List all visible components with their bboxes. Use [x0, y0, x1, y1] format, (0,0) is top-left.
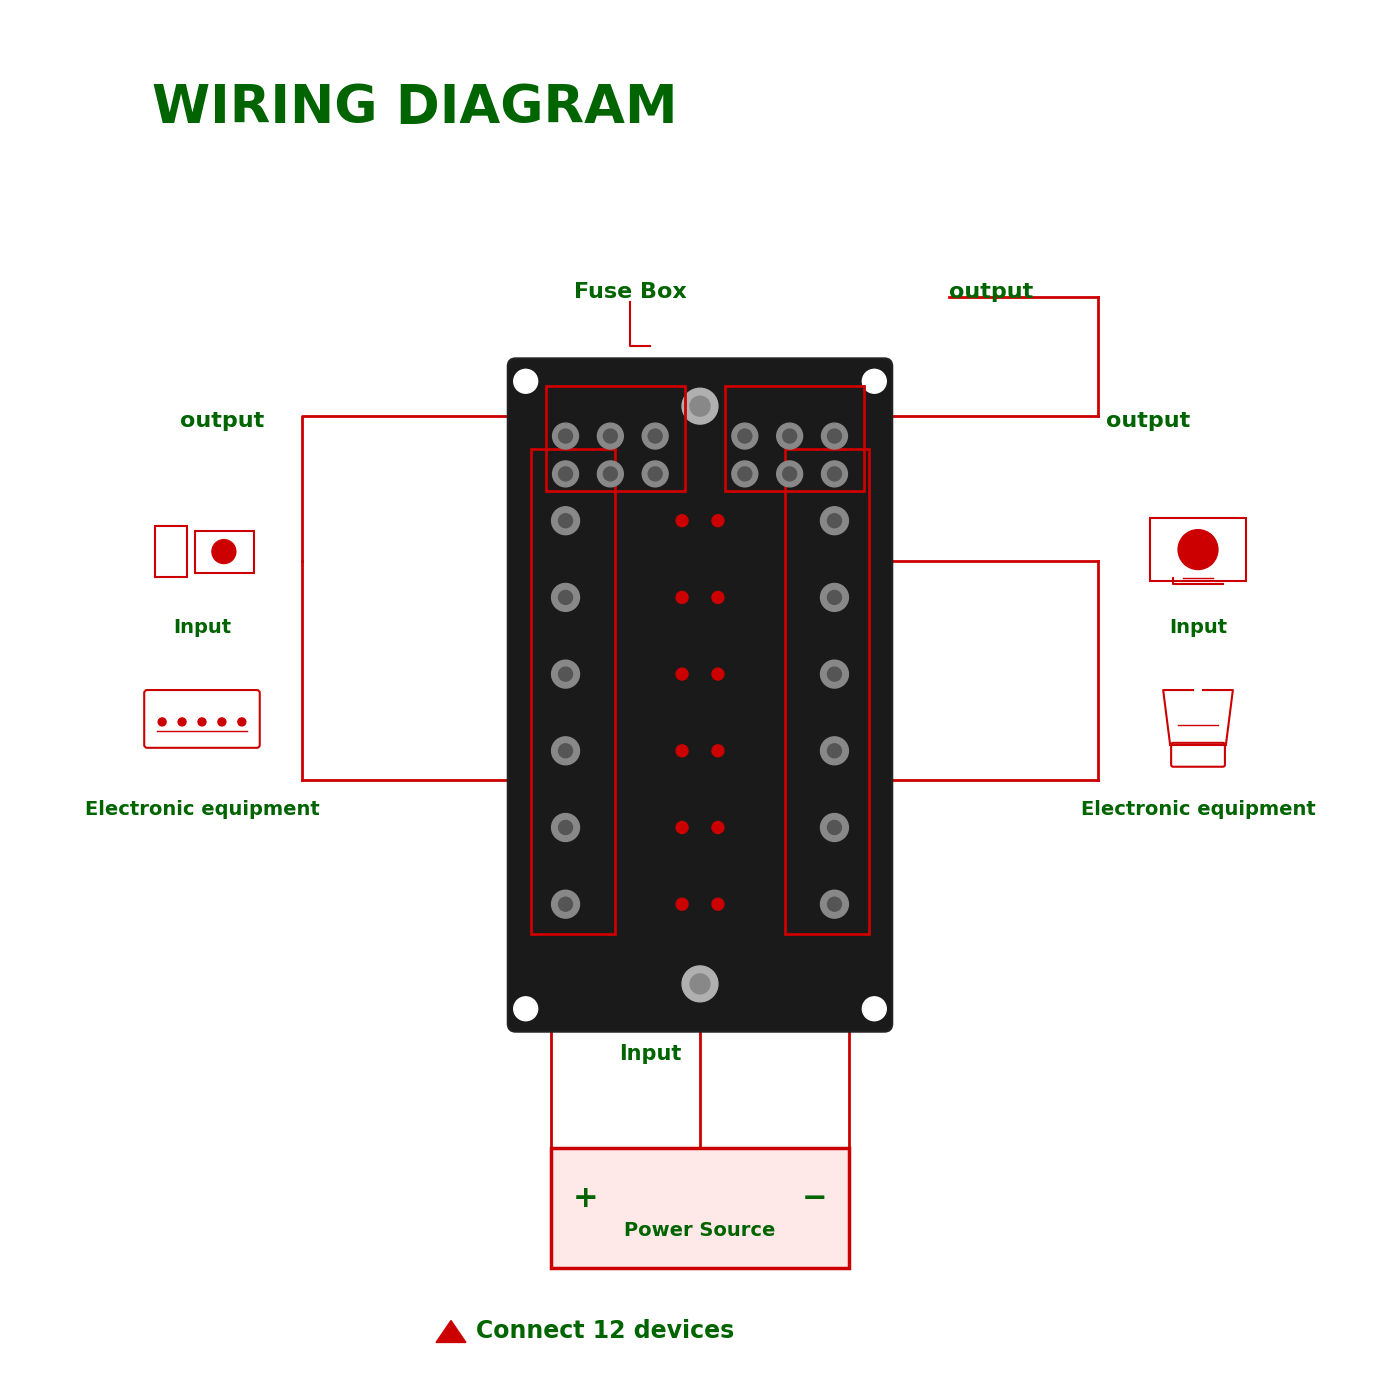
Circle shape — [820, 584, 848, 612]
Circle shape — [514, 370, 538, 393]
Circle shape — [559, 428, 573, 442]
Circle shape — [713, 515, 724, 526]
Text: Input: Input — [619, 1043, 682, 1064]
Circle shape — [820, 813, 848, 841]
Circle shape — [559, 668, 573, 680]
Circle shape — [603, 468, 617, 480]
Circle shape — [158, 718, 167, 725]
Circle shape — [713, 899, 724, 910]
Circle shape — [827, 591, 841, 605]
Text: output: output — [1106, 412, 1190, 431]
Circle shape — [178, 718, 186, 725]
Circle shape — [713, 591, 724, 603]
Circle shape — [783, 428, 797, 442]
Text: Input: Input — [1169, 619, 1226, 637]
Circle shape — [827, 428, 841, 442]
Circle shape — [648, 428, 662, 442]
Circle shape — [238, 718, 246, 725]
Circle shape — [598, 461, 623, 487]
Text: output: output — [179, 412, 265, 431]
Circle shape — [682, 966, 718, 1002]
Circle shape — [559, 897, 573, 911]
Circle shape — [676, 591, 687, 603]
Polygon shape — [435, 1320, 466, 1343]
Circle shape — [827, 743, 841, 757]
Circle shape — [603, 428, 617, 442]
Text: Electronic equipment: Electronic equipment — [1081, 799, 1316, 819]
Text: Electronic equipment: Electronic equipment — [84, 799, 319, 819]
Circle shape — [777, 461, 802, 487]
Circle shape — [827, 514, 841, 528]
Circle shape — [738, 428, 752, 442]
Circle shape — [552, 736, 580, 764]
Circle shape — [820, 661, 848, 687]
FancyBboxPatch shape — [508, 358, 892, 1032]
Circle shape — [713, 745, 724, 757]
Circle shape — [676, 745, 687, 757]
Circle shape — [732, 461, 757, 487]
Circle shape — [552, 890, 580, 918]
Circle shape — [197, 718, 206, 725]
Circle shape — [820, 736, 848, 764]
Circle shape — [690, 396, 710, 416]
Text: output: output — [949, 281, 1033, 301]
Circle shape — [552, 813, 580, 841]
Circle shape — [820, 890, 848, 918]
Circle shape — [676, 515, 687, 526]
Circle shape — [218, 718, 225, 725]
Circle shape — [732, 423, 757, 449]
Circle shape — [552, 661, 580, 687]
Circle shape — [777, 423, 802, 449]
Circle shape — [822, 461, 847, 487]
Text: Connect 12 devices: Connect 12 devices — [476, 1319, 734, 1344]
Text: WIRING DIAGRAM: WIRING DIAGRAM — [153, 83, 678, 134]
Circle shape — [738, 468, 752, 480]
Circle shape — [676, 899, 687, 910]
Circle shape — [514, 997, 538, 1021]
Circle shape — [559, 591, 573, 605]
Circle shape — [559, 820, 573, 834]
Circle shape — [552, 507, 580, 535]
Text: −: − — [802, 1183, 827, 1212]
Text: Fuse Box: Fuse Box — [574, 281, 686, 301]
Circle shape — [827, 897, 841, 911]
Text: Power Source: Power Source — [624, 1221, 776, 1240]
Circle shape — [211, 539, 235, 564]
Circle shape — [713, 668, 724, 680]
Circle shape — [553, 423, 578, 449]
Circle shape — [783, 468, 797, 480]
Circle shape — [827, 820, 841, 834]
Circle shape — [559, 514, 573, 528]
Circle shape — [643, 423, 668, 449]
FancyBboxPatch shape — [550, 1148, 850, 1268]
Circle shape — [676, 668, 687, 680]
Circle shape — [553, 461, 578, 487]
Circle shape — [682, 388, 718, 424]
Circle shape — [822, 423, 847, 449]
Circle shape — [643, 461, 668, 487]
Circle shape — [559, 468, 573, 480]
Circle shape — [690, 974, 710, 994]
Circle shape — [552, 584, 580, 612]
Circle shape — [648, 468, 662, 480]
Circle shape — [598, 423, 623, 449]
Circle shape — [827, 468, 841, 480]
Circle shape — [1177, 529, 1218, 570]
Circle shape — [827, 668, 841, 680]
Text: +: + — [573, 1183, 598, 1212]
Circle shape — [676, 822, 687, 833]
Circle shape — [559, 743, 573, 757]
Circle shape — [862, 370, 886, 393]
Circle shape — [820, 507, 848, 535]
Circle shape — [713, 822, 724, 833]
Text: Input: Input — [174, 619, 231, 637]
Circle shape — [862, 997, 886, 1021]
